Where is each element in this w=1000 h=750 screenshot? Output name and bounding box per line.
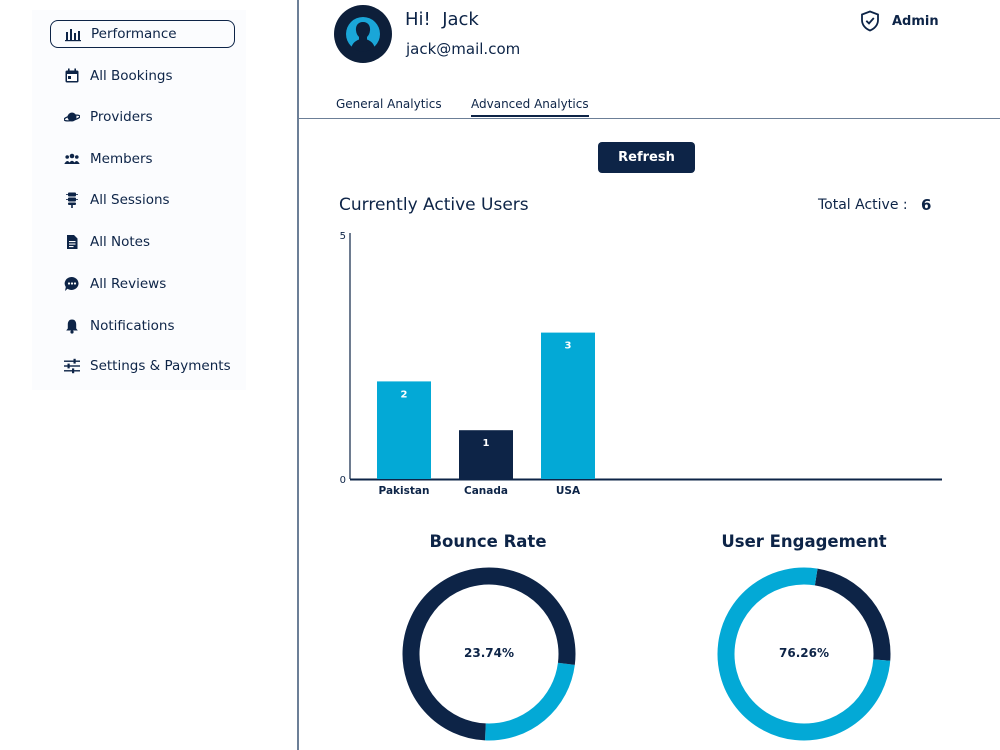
- sidebar-item-label: Members: [90, 151, 153, 167]
- bounce-rate-donut-wrap: 23.74%: [400, 565, 578, 747]
- sidebar-item-label: Providers: [90, 109, 153, 125]
- donut-slice: [402, 567, 576, 741]
- user-engagement-title: User Engagement: [721, 532, 887, 551]
- y-tick-label: 0: [340, 475, 346, 486]
- y-tick-label: 5: [340, 231, 346, 242]
- avatar[interactable]: [334, 5, 392, 63]
- sessions-icon: [64, 192, 80, 208]
- sidebar-item-label: All Reviews: [90, 276, 167, 292]
- sidebar-item-label: All Sessions: [90, 192, 170, 208]
- refresh-button[interactable]: Refresh: [598, 142, 695, 173]
- shield-check-icon: [861, 10, 879, 32]
- sidebar-item-label: Performance: [91, 26, 177, 42]
- bounce-rate-value: 23.74%: [464, 646, 514, 660]
- sidebar-item-providers[interactable]: Providers: [50, 103, 235, 131]
- sidebar-item-label: All Bookings: [90, 68, 173, 84]
- donut-slice: [717, 567, 891, 741]
- x-tick-label: USA: [556, 485, 581, 497]
- sidebar-item-notifications[interactable]: Notifications: [50, 312, 235, 340]
- bar-chart-icon: [65, 26, 81, 42]
- tab-advanced-analytics[interactable]: Advanced Analytics: [471, 97, 589, 117]
- chat-bubble-icon: [64, 276, 80, 292]
- group-icon: [64, 151, 80, 167]
- user-engagement-donut: [717, 567, 891, 741]
- planet-icon: [64, 109, 80, 125]
- sliders-icon: [64, 358, 80, 374]
- total-active-label: Total Active :: [818, 197, 908, 213]
- bar-canada: [459, 430, 513, 479]
- sidebar-item-members[interactable]: Members: [50, 145, 235, 173]
- sidebar-item-all-notes[interactable]: All Notes: [50, 228, 235, 256]
- bar-pakistan: [377, 381, 431, 479]
- sidebar-item-all-reviews[interactable]: All Reviews: [50, 270, 235, 298]
- bar-data-label: 3: [565, 341, 572, 352]
- sidebar-item-all-bookings[interactable]: All Bookings: [50, 62, 235, 90]
- bounce-rate-title: Bounce Rate: [429, 532, 547, 551]
- user-engagement-value: 76.26%: [779, 646, 829, 660]
- active-users-title: Currently Active Users: [339, 195, 529, 215]
- user-silhouette-icon: [346, 17, 380, 52]
- sidebar-item-label: Settings & Payments: [90, 358, 231, 374]
- x-tick-label: Pakistan: [379, 485, 430, 497]
- donut-slice: [814, 568, 891, 661]
- calendar-icon: [64, 68, 80, 84]
- donut-slice: [484, 662, 575, 741]
- sidebar-divider: [297, 0, 299, 750]
- bar-data-label: 1: [483, 438, 490, 449]
- sidebar-item-settings-payments[interactable]: Settings & Payments: [50, 352, 235, 380]
- bounce-rate-donut: [402, 567, 576, 741]
- sidebar-item-label: Notifications: [90, 318, 175, 334]
- tab-general-analytics[interactable]: General Analytics: [336, 97, 442, 111]
- admin-badge[interactable]: Admin: [860, 10, 939, 32]
- active-users-bar-chart: 0 5 2 Pakistan 1 Canada 3 USA: [340, 231, 942, 497]
- bar-data-label: 2: [401, 389, 408, 400]
- sidebar: [0, 0, 298, 750]
- bell-icon: [64, 318, 80, 334]
- total-active-value: 6: [921, 196, 932, 214]
- sidebar-item-label: All Notes: [90, 234, 151, 250]
- admin-label: Admin: [892, 13, 939, 29]
- note-icon: [64, 234, 80, 250]
- user-engagement-donut-wrap: 76.26%: [715, 565, 893, 747]
- sidebar-item-performance[interactable]: Performance: [50, 20, 235, 48]
- user-email: jack@mail.com: [406, 40, 521, 58]
- sidebar-item-all-sessions[interactable]: All Sessions: [50, 186, 235, 214]
- bar-usa: [541, 332, 595, 479]
- greeting-text: Hi! Jack: [405, 9, 479, 30]
- tabs-divider: [298, 118, 1000, 119]
- x-tick-label: Canada: [464, 485, 508, 497]
